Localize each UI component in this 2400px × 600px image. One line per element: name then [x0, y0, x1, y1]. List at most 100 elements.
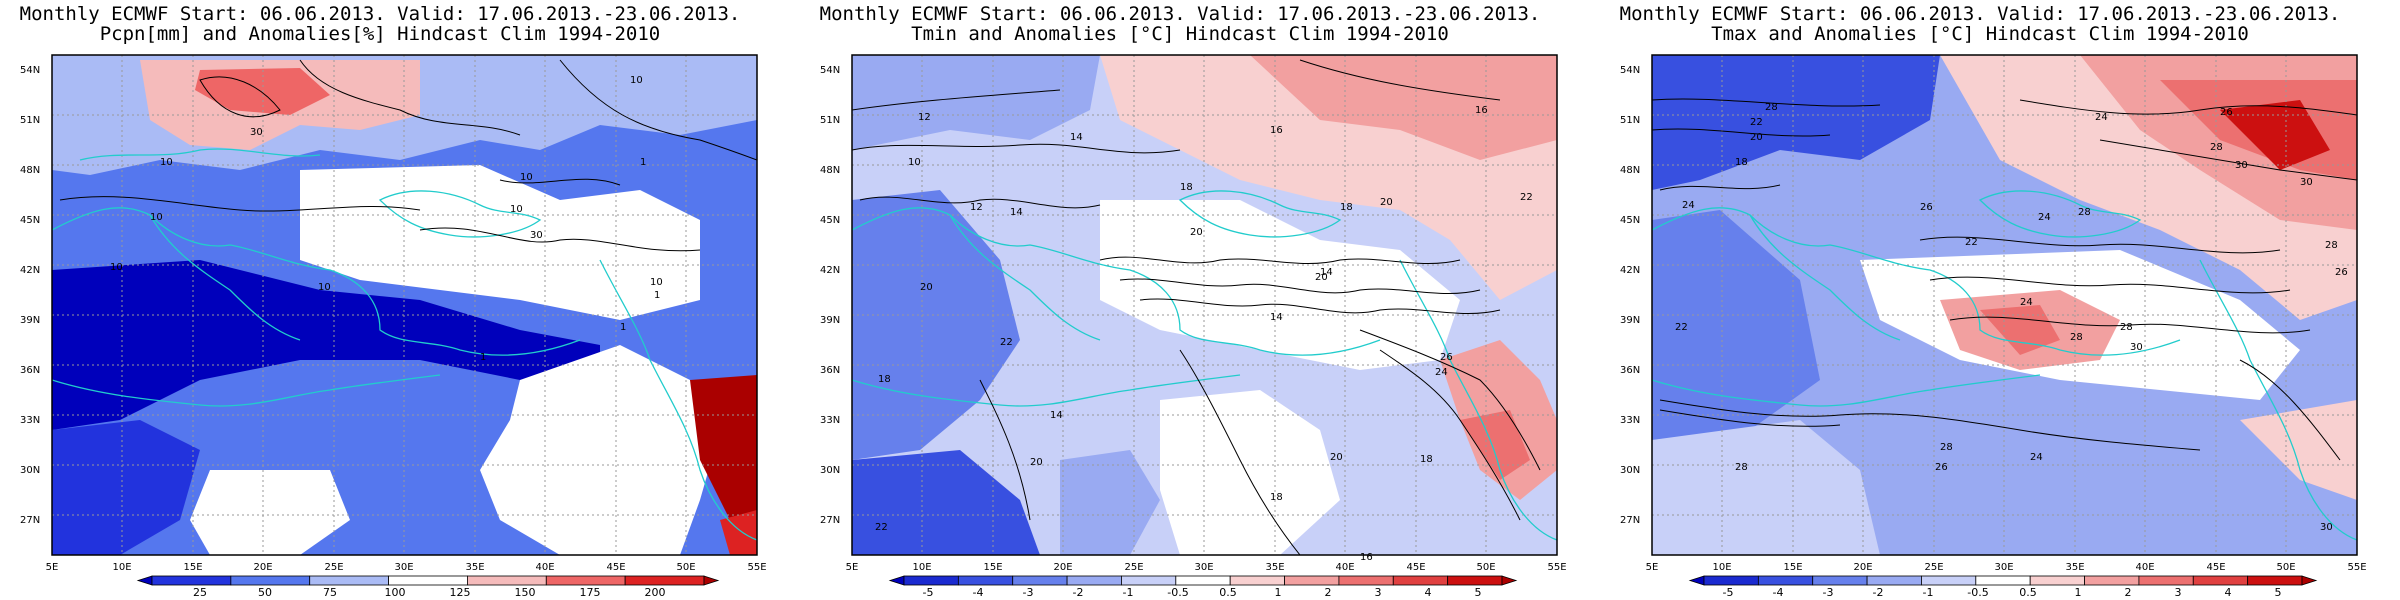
contour-label: 14	[1070, 132, 1083, 143]
contour-label: 26	[2335, 267, 2348, 278]
contour-label: 1	[654, 290, 660, 301]
colorbar-box	[624, 575, 705, 586]
lon-label: 55E	[2347, 562, 2366, 573]
precip-frame	[51, 54, 758, 556]
colorbar-box	[1121, 575, 1177, 586]
tmax-field-lightblue-sw	[1652, 420, 1880, 555]
tmin-coastlines	[852, 190, 1557, 541]
precip-field-white-center	[300, 165, 700, 320]
lon-label: 15E	[183, 562, 202, 573]
tmin-contours	[852, 59, 1541, 555]
contour-label: 28	[2325, 240, 2338, 251]
contour-label: 20	[920, 282, 933, 293]
contour-label: 18	[1735, 157, 1748, 168]
tmin-map: 54N 51N 48N 45N 42N 39N 36N 33N 30N 27N …	[820, 54, 1567, 573]
lat-label: 33N	[820, 415, 840, 426]
contour-label: 18	[1340, 202, 1353, 213]
colorbar-box	[1284, 575, 1340, 586]
contour-label: 18	[878, 374, 891, 385]
tmin-colorbar-ticks: -5 -4 -3 -2 -1 -0.5 0.5 1 2 3 4 5	[923, 586, 1482, 599]
tmax-lon-labels: 5E 10E 15E 20E 25E 30E 35E 40E 45E 50E 5…	[1646, 562, 2367, 573]
contour-label: 30	[2300, 177, 2313, 188]
tmin-field-white-center	[1100, 200, 1460, 370]
cb-tick: 5	[2275, 586, 2282, 599]
contour-label: 28	[2078, 207, 2091, 218]
contour-label: 22	[1675, 322, 1688, 333]
lat-label: 45N	[1620, 215, 1640, 226]
contour-label: 28	[1735, 462, 1748, 473]
lat-label: 39N	[20, 315, 40, 326]
lat-label: 36N	[20, 365, 40, 376]
colorbar-box	[1229, 575, 1285, 586]
contour-label: 30	[2235, 160, 2248, 171]
contour-label: 14	[1270, 312, 1283, 323]
lat-label: 42N	[1620, 265, 1640, 276]
cb-tick: 4	[2225, 586, 2232, 599]
lon-label: 10E	[912, 562, 931, 573]
lon-label: 45E	[1406, 562, 1425, 573]
lon-label: 25E	[1924, 562, 1943, 573]
precip-field-white-arabia	[480, 345, 720, 555]
cb-tick: 0.5	[2019, 586, 2037, 599]
cb-tick: 150	[515, 586, 536, 599]
lat-label: 30N	[820, 465, 840, 476]
precip-contour-labels: 10 30 10 1 10 10 30 10 10 10 1 10 1 1	[110, 75, 663, 363]
contour-label: 20	[1380, 197, 1393, 208]
lon-label: 10E	[1712, 562, 1731, 573]
contour-label: 14	[1010, 207, 1023, 218]
lat-label: 36N	[820, 365, 840, 376]
lon-label: 25E	[1124, 562, 1143, 573]
cb-tick: 1	[1275, 586, 1282, 599]
colorbar-box	[1338, 575, 1394, 586]
precip-map: 54N 51N 48N 45N 42N 39N 36N 33N 30N 27N …	[20, 54, 767, 573]
cb-tick: -1	[1923, 586, 1934, 599]
contour-label: 24	[2020, 297, 2033, 308]
tmax-contour-labels: 28 24 26 28 30 22 20 18 24 26 22 24 28 3…	[1675, 102, 2348, 533]
lon-label: 50E	[676, 562, 695, 573]
lat-label: 30N	[1620, 465, 1640, 476]
colorbar-right-triangle	[1501, 575, 1518, 586]
colorbar-box	[1921, 575, 1977, 586]
lon-label: 45E	[606, 562, 625, 573]
contour-label: 10	[110, 262, 123, 273]
tmin-lon-labels: 5E 10E 15E 20E 25E 30E 35E 40E 45E 50E 5…	[846, 562, 1567, 573]
contour-label: 12	[918, 112, 931, 123]
colorbar-right-triangle	[2301, 575, 2318, 586]
colorbar-box	[2084, 575, 2140, 586]
contour-label: 16	[1475, 105, 1488, 116]
tmax-gridlines	[1652, 55, 2357, 555]
precip-gridlines	[52, 55, 757, 555]
lon-label: 20E	[253, 562, 272, 573]
colorbar-box	[467, 575, 547, 586]
colorbar-box	[1066, 575, 1122, 586]
precip-lon-labels: 5E 10E 15E 20E 25E 30E 35E 40E 45E 50E 5…	[46, 562, 767, 573]
colorbar-box	[2138, 575, 2194, 586]
contour-label: 28	[2070, 332, 2083, 343]
tmin-title-line1: Monthly ECMWF Start: 06.06.2013. Valid: …	[819, 3, 1541, 25]
precip-title-line2: Pcpn[mm] and Anomalies[%] Hindcast Clim …	[99, 23, 661, 45]
colorbar-left-triangle	[1688, 575, 1705, 586]
contour-label: 20	[1750, 132, 1763, 143]
cb-tick: -5	[1723, 586, 1734, 599]
lon-label: 45E	[2206, 562, 2225, 573]
contour-label: 24	[1682, 200, 1695, 211]
colorbar-box	[1175, 575, 1231, 586]
contour-label: 20	[1190, 227, 1203, 238]
contour-label: 20	[1315, 272, 1328, 283]
lat-label: 48N	[20, 165, 40, 176]
lon-label: 50E	[2276, 562, 2295, 573]
precip-field-deep-blue-med	[52, 260, 600, 430]
colorbar-left-triangle	[136, 575, 153, 586]
lat-label: 33N	[1620, 415, 1640, 426]
precip-lat-labels: 54N 51N 48N 45N 42N 39N 36N 33N 30N 27N	[20, 65, 40, 526]
tmax-map: 54N 51N 48N 45N 42N 39N 36N 33N 30N 27N …	[1620, 54, 2367, 573]
contour-label: 22	[1965, 237, 1978, 248]
tmin-contour-labels: 12 10 16 16 14 12 14 18 20 18 20 22 20 1…	[875, 105, 1533, 563]
lat-label: 54N	[20, 65, 40, 76]
contour-label: 20	[1330, 452, 1343, 463]
lat-label: 33N	[20, 415, 40, 426]
lon-label: 30E	[394, 562, 413, 573]
tmax-lat-labels: 54N 51N 48N 45N 42N 39N 36N 33N 30N 27N	[1620, 65, 1640, 526]
tmin-colorbar: -5 -4 -3 -2 -1 -0.5 0.5 1 2 3 4 5	[888, 575, 1518, 599]
contour-label: 10	[510, 204, 523, 215]
